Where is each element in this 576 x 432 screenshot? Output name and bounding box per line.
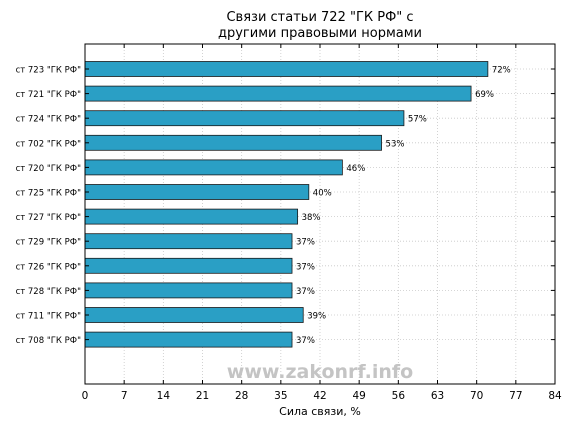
category-label: ст 711 "ГК РФ" — [16, 312, 82, 322]
x-tick-label: 14 — [157, 390, 171, 402]
x-tick-label: 21 — [196, 390, 209, 402]
data-label: 37% — [296, 262, 315, 272]
bar — [84, 85, 472, 102]
chart-title: Связи статьи 722 "ГК РФ" с другими право… — [80, 10, 560, 42]
data-label: 37% — [296, 336, 315, 346]
category-label: ст 702 "ГК РФ" — [16, 139, 82, 149]
bars: 72% 69% 57% 53% 46% 40% 38% 37% 37% 37% 39% 37% — [84, 61, 511, 348]
bar — [84, 159, 343, 176]
category-label: ст 724 "ГК РФ" — [16, 115, 82, 125]
watermark: www.zakonrf.info — [227, 361, 413, 383]
data-label: 53% — [386, 139, 405, 149]
data-label: 39% — [307, 312, 326, 322]
x-tick-label: 70 — [470, 390, 483, 402]
data-label: 57% — [408, 115, 427, 125]
x-tick-label: 0 — [82, 390, 89, 402]
bar — [84, 282, 293, 299]
x-tick-label: 63 — [431, 390, 444, 402]
data-label: 46% — [346, 164, 365, 174]
x-axis-label: Сила связи, % — [279, 405, 361, 418]
category-label: ст 708 "ГК РФ" — [16, 336, 82, 346]
bar — [84, 233, 293, 250]
x-tick-label: 35 — [274, 390, 287, 402]
bar — [84, 184, 310, 200]
x-tick-label: 84 — [548, 390, 562, 402]
data-label: 37% — [296, 287, 315, 297]
data-label: 72% — [492, 66, 511, 76]
category-label: ст 725 "ГК РФ" — [16, 189, 82, 199]
category-label: ст 729 "ГК РФ" — [16, 238, 82, 248]
chart-title-line-1: Связи статьи 722 "ГК РФ" с — [226, 10, 414, 25]
bar — [84, 134, 382, 151]
x-tick-label: 28 — [235, 390, 248, 402]
data-label: 38% — [302, 213, 321, 223]
data-label: 37% — [296, 238, 315, 248]
data-label: 69% — [475, 90, 494, 100]
category-label: ст 726 "ГК РФ" — [16, 262, 82, 272]
bar — [84, 331, 293, 348]
bar — [84, 110, 405, 127]
x-tick-label: 49 — [352, 390, 365, 402]
x-axis-ticks: 0 7 14 21 28 35 42 49 56 63 70 77 84 — [82, 44, 562, 402]
bar — [84, 61, 489, 77]
category-label: ст 720 "ГК РФ" — [16, 164, 82, 174]
chart-title-line-2: другими правовыми нормами — [218, 26, 422, 41]
x-tick-label: 7 — [121, 390, 128, 402]
bar — [84, 257, 293, 274]
x-tick-label: 42 — [313, 390, 326, 402]
category-label: ст 723 "ГК РФ" — [16, 66, 82, 76]
category-label: ст 727 "ГК РФ" — [16, 213, 82, 223]
data-label: 40% — [313, 189, 332, 199]
category-label: ст 721 "ГК РФ" — [16, 90, 82, 100]
y-axis-categories: ст 723 "ГК РФ" ст 721 "ГК РФ" ст 724 "ГК Р… — [16, 66, 555, 346]
category-label: ст 728 "ГК РФ" — [16, 287, 82, 297]
x-tick-label: 77 — [509, 390, 522, 402]
bar — [84, 307, 304, 323]
x-tick-label: 56 — [392, 390, 406, 402]
bar — [84, 208, 299, 225]
